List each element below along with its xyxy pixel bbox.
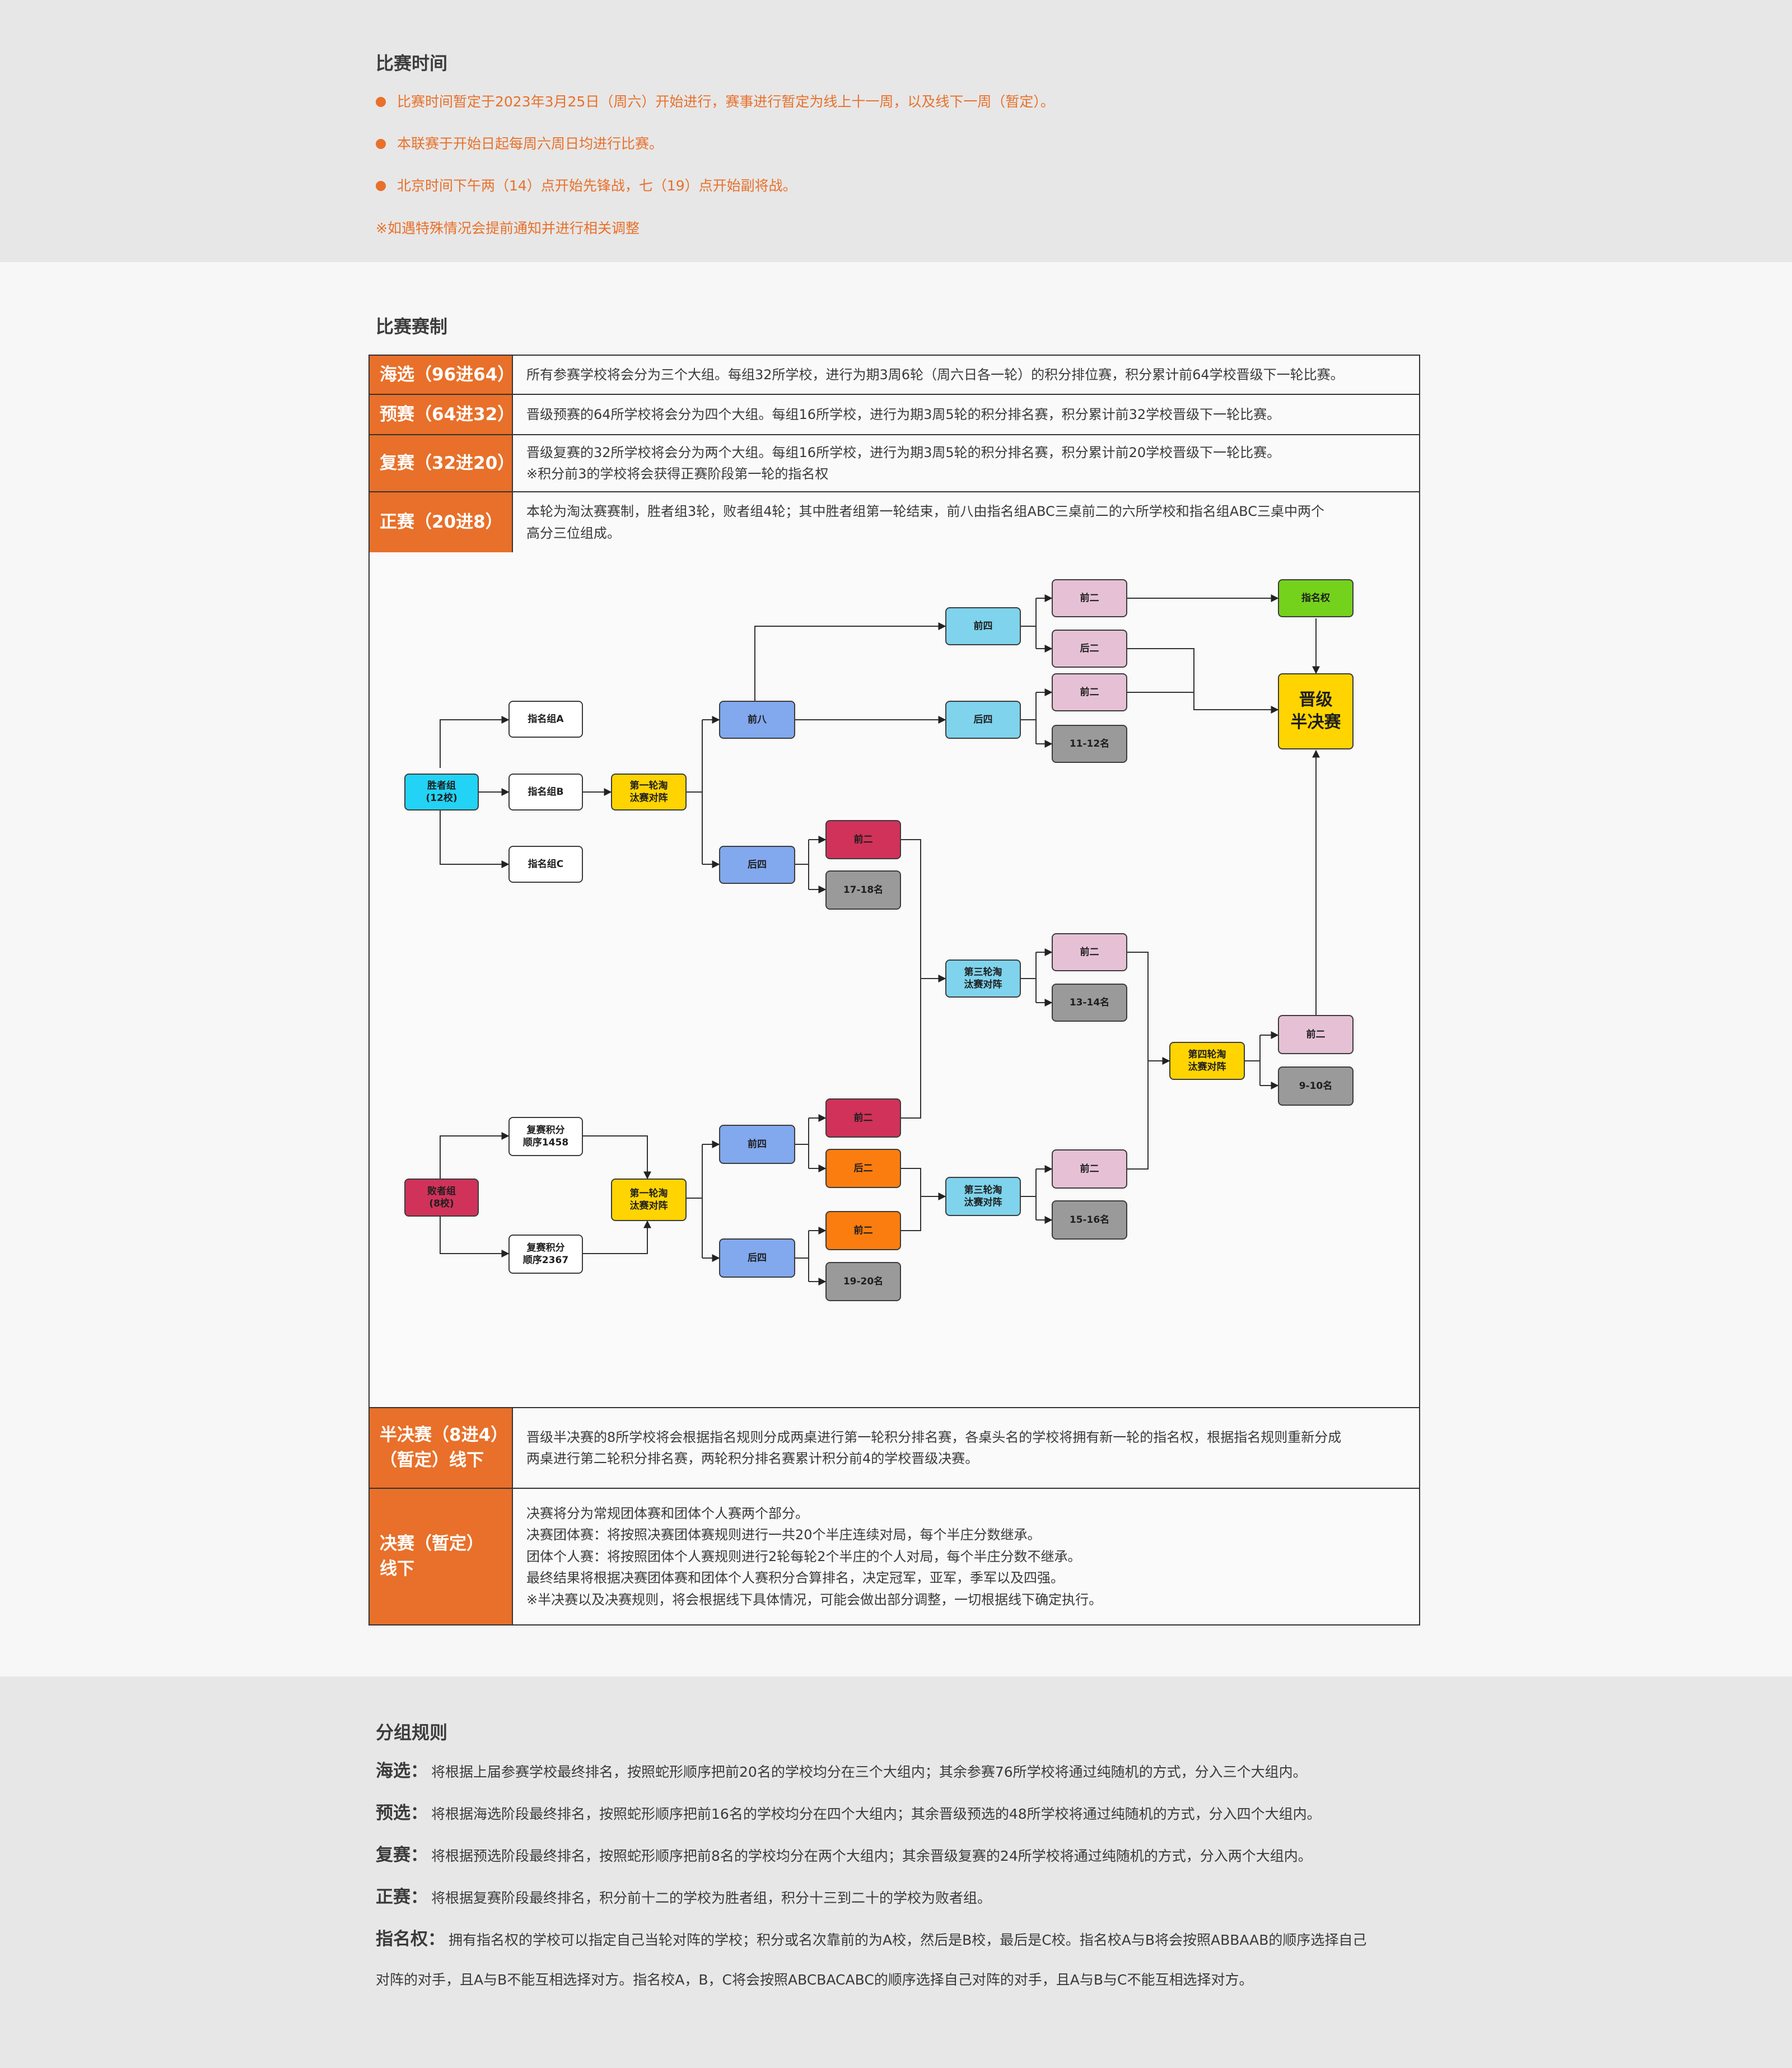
rule-fusai: 复赛： 将根据预选阶段最终排名，按照蛇形顺序把前8名的学校均分在两个大组内；其余晋…	[376, 1845, 1312, 1865]
node-top2: 前二	[1278, 1015, 1354, 1054]
node-semifinal: 晋级 半决赛	[1278, 673, 1354, 749]
schedule-note: ※如遇特殊情况会提前通知并进行相关调整	[376, 220, 640, 236]
node-winners-group: 胜者组 (12校)	[404, 774, 479, 811]
bracket-connectors	[440, 594, 1320, 1285]
node-top4: 前四	[945, 607, 1021, 645]
node-rank-15-16: 15-16名	[1052, 1200, 1127, 1240]
format-row-label: 预赛（64进32）	[370, 395, 515, 434]
node-round3-upper: 第三轮淘 汰赛对阵	[945, 960, 1021, 998]
format-row-final: 决赛（暂定） 线下 决赛将分为常规团体赛和团体个人赛两个部分。 决赛团体赛：将按照…	[368, 1488, 1420, 1625]
node-rep-2367: 复赛积分 顺序2367	[508, 1235, 583, 1274]
format-row-semifinal: 半决赛（8进4） （暂定）线下 晋级半决赛的8所学校将会根据指名规则分成两桌进行第…	[368, 1407, 1420, 1489]
node-losers-group: 败者组 (8校)	[404, 1179, 479, 1217]
node-rank-9-10: 9-10名	[1278, 1066, 1354, 1106]
schedule-item: 本联赛于开始日起每周六周日均进行比赛。	[376, 133, 663, 153]
node-rank-19-20: 19-20名	[825, 1262, 901, 1301]
format-row-text: 决赛将分为常规团体赛和团体个人赛两个部分。 决赛团体赛：将按照决赛团体赛规则进行…	[512, 1489, 1419, 1624]
node-top2-orange: 前二	[825, 1211, 901, 1250]
format-row-text: 晋级复赛的32所学校将会分为两个大组。每组16所学校，进行为期3周5轮的积分排名…	[512, 435, 1419, 491]
node-top2-crimson: 前二	[825, 820, 901, 859]
node-group-c: 指名组C	[508, 846, 583, 883]
node-top2: 前二	[1052, 1149, 1127, 1189]
node-bottom4: 后四	[719, 846, 795, 884]
node-top4-losers: 前四	[719, 1125, 795, 1164]
bullet-icon	[376, 139, 386, 149]
node-top8: 前八	[719, 701, 795, 739]
node-rank-11-12: 11-12名	[1052, 725, 1127, 763]
format-row-text: 晋级预赛的64所学校将会分为四个大组。每组16所学校，进行为期3周5轮的积分排名…	[512, 395, 1419, 434]
schedule-item: 比赛时间暂定于2023年3月25日（周六）开始进行，赛事进行暂定为线上十一周，以…	[376, 91, 1054, 111]
format-row-text: 晋级半决赛的8所学校将会根据指名规则分成两桌进行第一轮积分排名赛，各桌头名的学校…	[512, 1408, 1419, 1488]
node-group-a: 指名组A	[508, 701, 583, 738]
format-title: 比赛赛制	[376, 316, 448, 337]
bullet-icon	[376, 181, 386, 191]
rule-yuxuan: 预选： 将根据海选阶段最终排名，按照蛇形顺序把前16名的学校均分在四个大组内；其余…	[376, 1803, 1321, 1823]
node-round1-winners: 第一轮淘 汰赛对阵	[611, 774, 687, 811]
format-row-haixuan: 海选（96进64） 所有参赛学校将会分为三个大组。每组32所学校，进行为期3周6…	[368, 355, 1420, 395]
rule-zhengsai: 正赛： 将根据复赛阶段最终排名，积分前十二的学校为胜者组，积分十三到二十的学校为败…	[376, 1887, 992, 1907]
node-top2-crimson: 前二	[825, 1098, 901, 1138]
node-back4-losers: 后四	[719, 1238, 795, 1278]
node-group-b: 指名组B	[508, 774, 583, 811]
rule-nomination-continued: 对阵的对手，且A与B不能互相选择对方。指名校A，B，C将会按照ABCBACABC…	[376, 1972, 1253, 1988]
rule-haixuan: 海选： 将根据上届参赛学校最终排名，按照蛇形顺序把前20名的学校均分在三个大组内；…	[376, 1761, 1307, 1781]
node-top2: 前二	[1052, 673, 1127, 711]
format-row-zhengsai: 正赛（20进8） 本轮为淘汰赛赛制，胜者组3轮，败者组4轮；其中胜者组第一轮结束…	[368, 491, 1420, 553]
schedule-section: 比赛时间 比赛时间暂定于2023年3月25日（周六）开始进行，赛事进行暂定为线上…	[0, 0, 1792, 262]
bullet-icon	[376, 97, 386, 107]
format-row-fusai: 复赛（32进20） 晋级复赛的32所学校将会分为两个大组。每组16所学校，进行为…	[368, 434, 1420, 492]
format-row-text: 本轮为淘汰赛赛制，胜者组3轮，败者组4轮；其中胜者组第一轮结束，前八由指名组AB…	[512, 492, 1419, 552]
rule-nomination: 指名权： 拥有指名权的学校可以指定自己当轮对阵的学校；积分或名次靠前的为A校，然后…	[376, 1929, 1367, 1949]
node-rep-1458: 复赛积分 顺序1458	[508, 1117, 583, 1156]
node-back2: 后二	[1052, 630, 1127, 668]
node-nomination: 指名权	[1278, 579, 1354, 617]
format-row-label: 海选（96进64）	[370, 356, 515, 394]
format-row-label: 半决赛（8进4） （暂定）线下	[370, 1408, 512, 1488]
node-top2: 前二	[1052, 579, 1127, 617]
format-row-label: 复赛（32进20）	[370, 435, 515, 491]
format-row-label: 正赛（20进8）	[370, 492, 512, 552]
schedule-item: 北京时间下午两（14）点开始先锋战，七（19）点开始副将战。	[376, 175, 797, 195]
grouping-title: 分组规则	[376, 1722, 448, 1743]
node-back2-orange: 后二	[825, 1149, 901, 1188]
node-back4: 后四	[945, 701, 1021, 739]
grouping-section	[0, 1676, 1792, 2068]
schedule-title: 比赛时间	[376, 53, 448, 74]
node-rank-13-14: 13-14名	[1052, 984, 1127, 1022]
format-row-label: 决赛（暂定） 线下	[370, 1489, 512, 1624]
bracket-diagram: 胜者组 (12校) 指名组A 指名组B 指名组C 第一轮淘 汰赛对阵 前八 后四 前…	[368, 552, 1420, 1408]
node-round3-lower: 第三轮淘 汰赛对阵	[945, 1177, 1021, 1216]
format-row-text: 所有参赛学校将会分为三个大组。每组32所学校，进行为期3周6轮（周六日各一轮）的…	[512, 356, 1419, 394]
node-round4: 第四轮淘 汰赛对阵	[1169, 1042, 1245, 1080]
node-top2: 前二	[1052, 933, 1127, 971]
format-row-yusai: 预赛（64进32） 晋级预赛的64所学校将会分为四个大组。每组16所学校，进行为…	[368, 394, 1420, 435]
node-round1-losers: 第一轮淘 汰赛对阵	[611, 1179, 687, 1221]
node-rank-17-18: 17-18名	[825, 870, 901, 910]
